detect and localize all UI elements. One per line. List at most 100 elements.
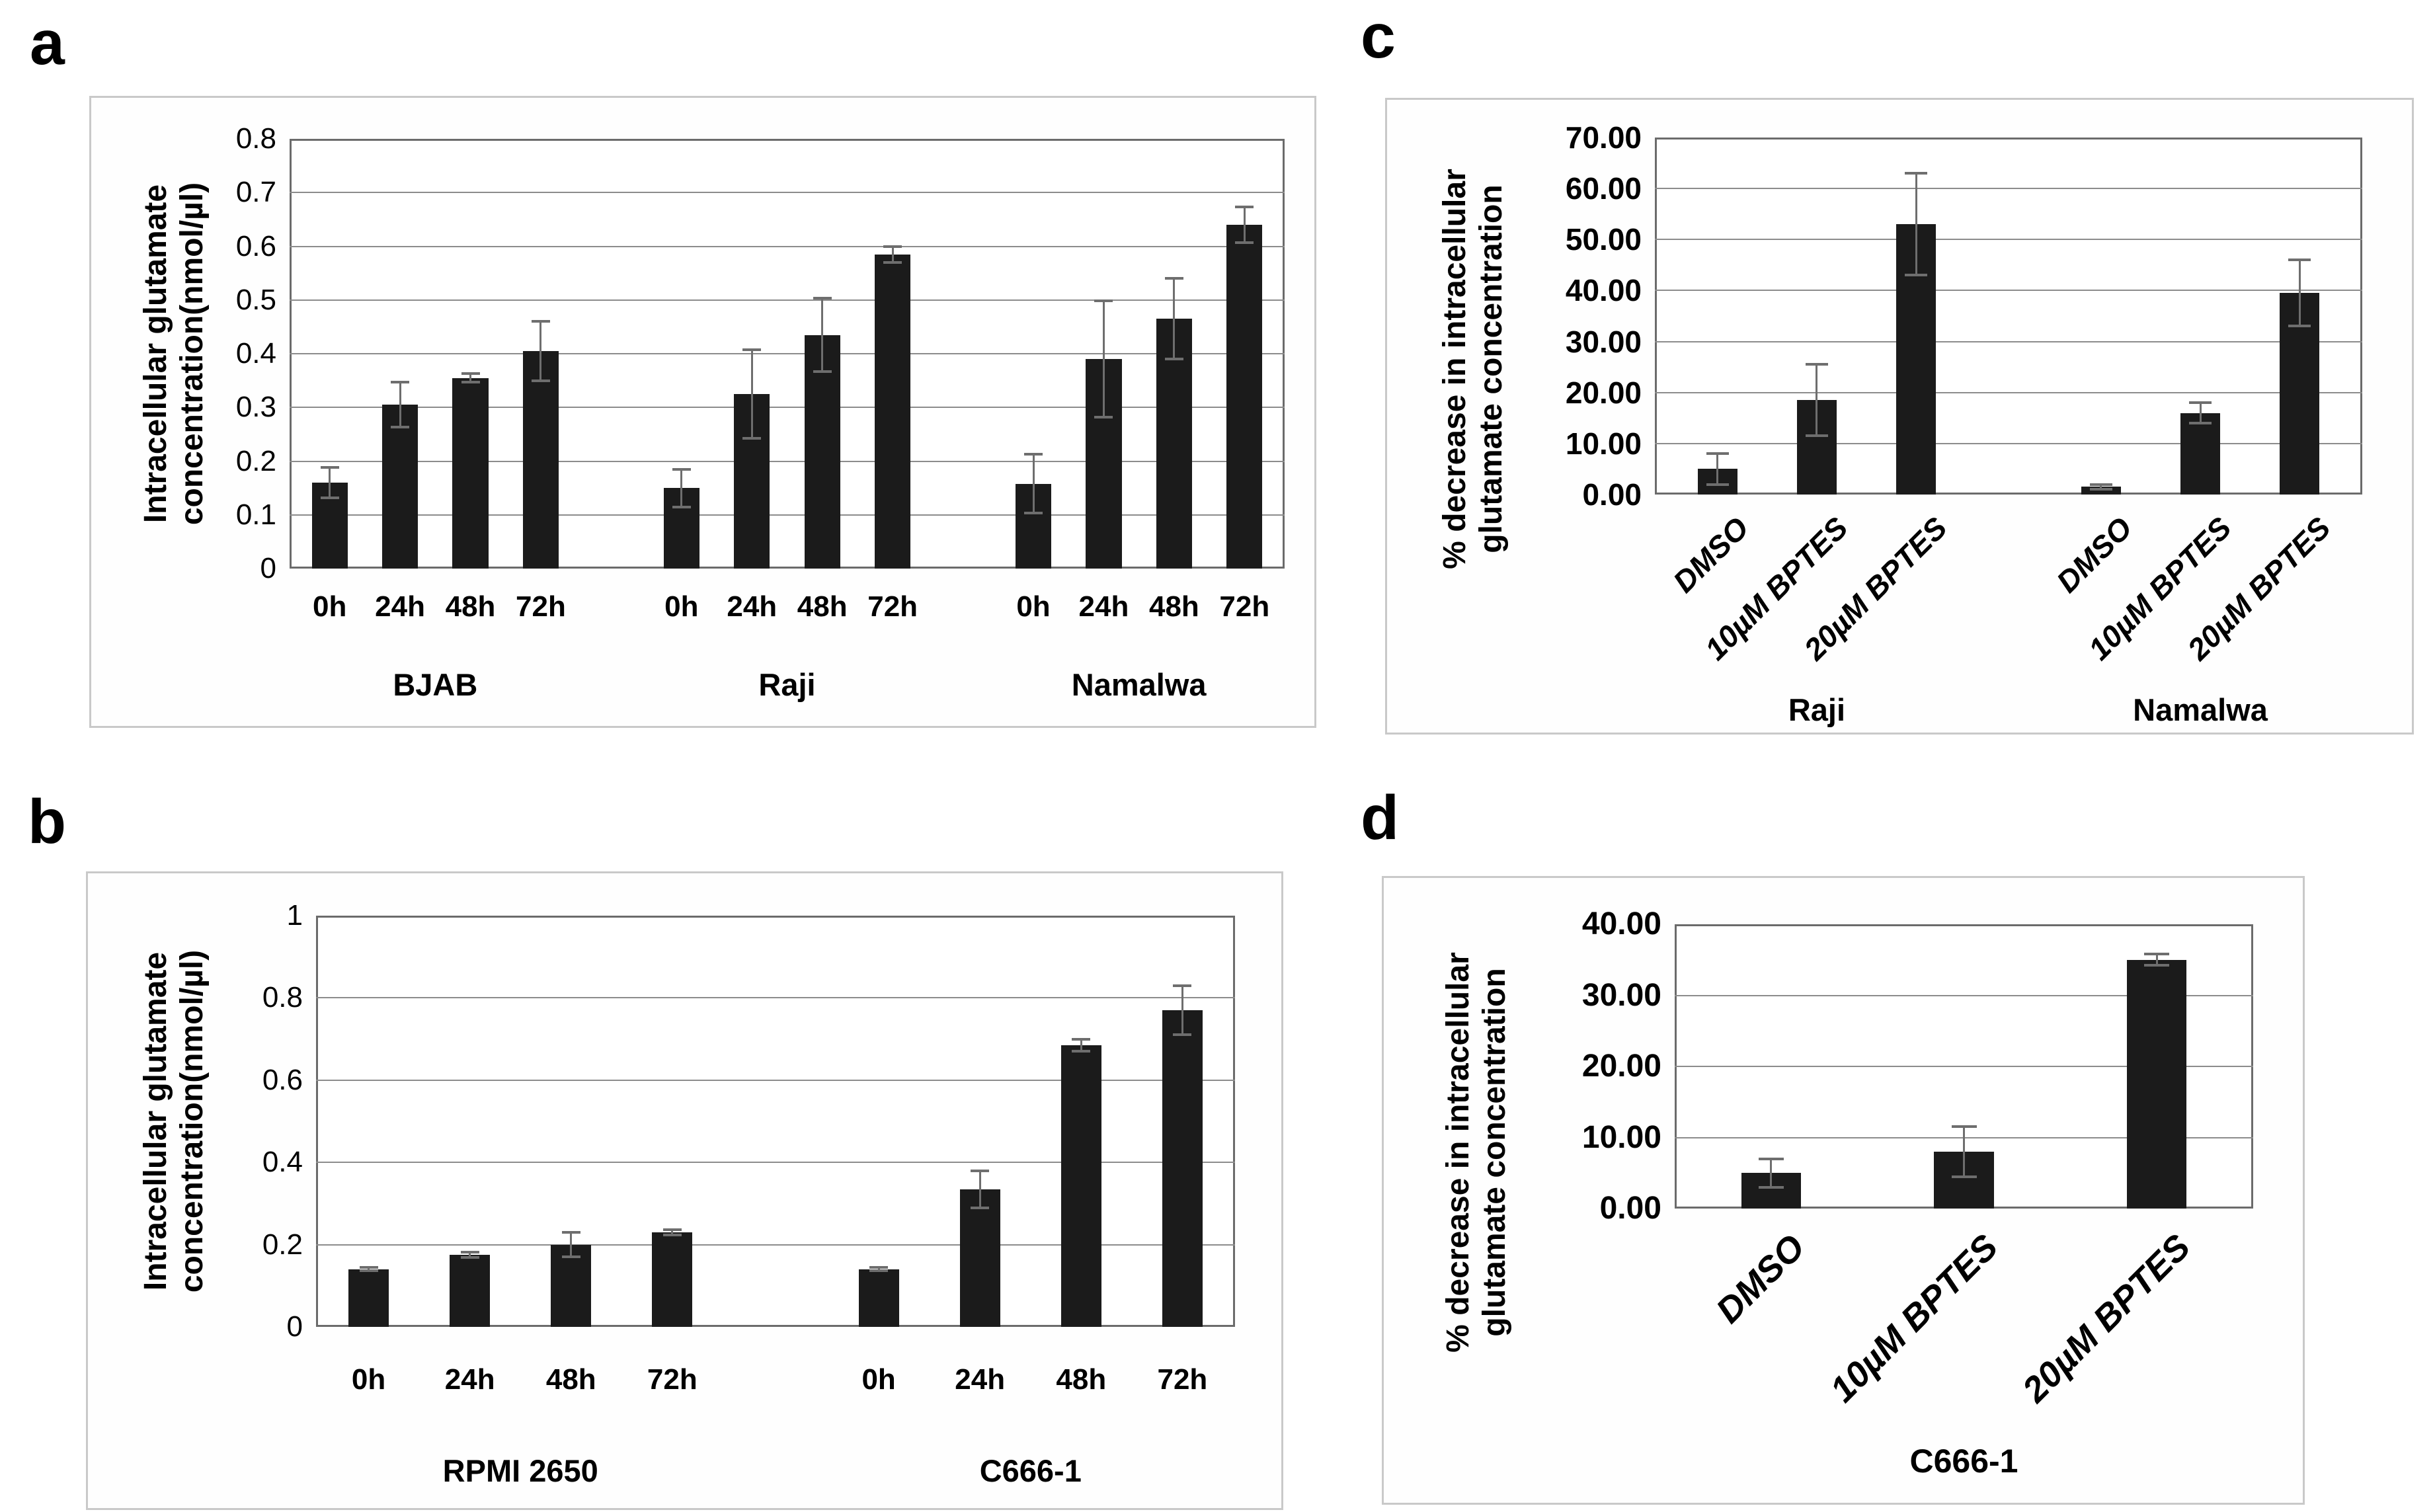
error-bar-cap-bottom	[2288, 325, 2311, 328]
gridline	[1675, 1066, 2253, 1067]
error-bar-cap-bottom	[359, 1269, 378, 1273]
panel-b-box: Intracellular glutamate concentration(nm…	[86, 871, 1283, 1510]
error-bar-cap-top	[561, 1230, 580, 1234]
bar	[1060, 1045, 1101, 1327]
x-category-label: 48h	[445, 590, 496, 623]
error-bar-cap-top	[662, 1228, 682, 1232]
error-bar-cap-bottom	[672, 505, 691, 508]
error-bar-cap-bottom	[461, 381, 480, 384]
error-bar	[680, 469, 683, 507]
y-tick-label: 0.8	[262, 981, 303, 1014]
y-tick-label: 70.00	[1565, 120, 1642, 155]
bar	[2126, 959, 2187, 1209]
error-bar	[2298, 260, 2301, 327]
error-bar-cap-top	[2189, 401, 2212, 405]
x-category-label: 0h	[861, 1363, 896, 1396]
panel-letter-d: d	[1361, 783, 1400, 853]
bar	[858, 1269, 899, 1327]
bar	[522, 350, 559, 569]
x-category-label: 72h	[1219, 590, 1270, 623]
error-bar-cap-bottom	[1173, 1033, 1192, 1037]
bar	[652, 1232, 693, 1327]
y-tick-label: 40.00	[1581, 906, 1661, 941]
x-category-label: 72h	[647, 1363, 698, 1396]
bar	[804, 335, 840, 569]
gridline	[1655, 188, 2362, 190]
chart-b: 0 0.2 0.4 0.6 0.8 1 0h 24h 48h 72h RPMI 2650 0h 24h 4…	[88, 873, 1281, 1508]
y-tick-label: 0.8	[235, 122, 276, 155]
bar	[1226, 225, 1263, 569]
bar	[450, 1255, 491, 1327]
x-category-label: 48h	[1148, 590, 1199, 623]
group-label: Raji	[1788, 692, 1846, 727]
bar	[959, 1189, 1000, 1327]
y-tick-label: 0.6	[235, 229, 276, 262]
error-bar-cap-bottom	[531, 379, 550, 382]
error-bar-cap-top	[1072, 1037, 1091, 1041]
group-label: BJAB	[393, 667, 478, 702]
error-bar	[1080, 1039, 1082, 1052]
x-category-label: 0h	[1016, 590, 1051, 623]
gridline	[316, 1244, 1235, 1246]
error-bar-cap-bottom	[883, 260, 902, 264]
error-bar-cap-bottom	[2144, 964, 2170, 967]
error-bar-cap-top	[1164, 277, 1183, 280]
error-bar	[1915, 173, 1917, 276]
y-tick-label: 0.3	[235, 391, 276, 424]
error-bar-cap-top	[1094, 299, 1113, 303]
error-bar-cap-top	[391, 381, 410, 384]
error-bar-cap-top	[2144, 953, 2170, 956]
error-bar-cap-bottom	[391, 426, 410, 429]
error-bar-cap-top	[971, 1169, 990, 1172]
y-tick-label: 0.2	[262, 1228, 303, 1261]
error-bar-cap-bottom	[1805, 434, 1828, 438]
gridline	[290, 460, 1285, 462]
error-bar	[671, 1230, 674, 1235]
gridline	[316, 1162, 1235, 1164]
error-bar-cap-bottom	[1758, 1185, 1784, 1189]
error-bar-cap-top	[1235, 206, 1254, 209]
error-bar-cap-top	[461, 372, 480, 376]
gridline	[1675, 994, 2253, 996]
error-bar-cap-bottom	[2189, 422, 2212, 424]
y-tick-label: 0.5	[235, 283, 276, 316]
error-bar-cap-top	[883, 245, 902, 248]
gridline	[290, 299, 1285, 301]
x-category-label: 24h	[375, 590, 425, 623]
error-bar-cap-bottom	[813, 370, 832, 373]
bar	[452, 378, 489, 569]
group-label: Namalwa	[1071, 667, 1207, 702]
bar	[348, 1269, 389, 1327]
x-category-label: 24h	[1078, 590, 1129, 623]
y-tick-label: 1	[286, 899, 303, 932]
gridline	[1655, 442, 2362, 444]
x-category-label: 24h	[955, 1363, 1006, 1396]
y-tick-label: 0.4	[262, 1146, 303, 1179]
error-bar-cap-top	[460, 1251, 479, 1254]
y-tick-label: 10.00	[1581, 1119, 1661, 1155]
error-bar-cap-top	[672, 467, 691, 471]
error-bar	[1716, 454, 1719, 485]
error-bar-cap-bottom	[662, 1233, 682, 1236]
error-bar-cap-top	[1024, 452, 1043, 456]
x-category-label: 72h	[516, 590, 566, 623]
error-bar	[539, 321, 542, 381]
error-bar	[1102, 301, 1105, 417]
gridline	[1655, 290, 2362, 292]
panel-d-box: % decrease in intracellular glutamate co…	[1382, 876, 2305, 1505]
chart-c: 0.00 10.00 20.00 30.00 40.00 50.00 60.00 70.00 D…	[1387, 100, 2412, 733]
error-bar	[877, 1267, 880, 1271]
error-bar-cap-bottom	[320, 496, 339, 499]
bar	[2180, 413, 2221, 495]
y-tick-label: 30.00	[1581, 977, 1661, 1013]
y-tick-label: 0	[286, 1310, 303, 1343]
chart-d: 0.00 10.00 20.00 30.00 40.00 DMSO 10µM BPTES 20…	[1384, 878, 2303, 1503]
y-tick-label: 60.00	[1565, 171, 1642, 206]
error-bar	[2199, 403, 2202, 423]
error-bar-cap-top	[2288, 259, 2311, 262]
group-label: C666-1	[1909, 1443, 2018, 1480]
error-bar	[821, 298, 824, 372]
gridline	[1655, 391, 2362, 393]
error-bar-cap-top	[1951, 1125, 1977, 1129]
error-bar-cap-bottom	[742, 436, 762, 440]
